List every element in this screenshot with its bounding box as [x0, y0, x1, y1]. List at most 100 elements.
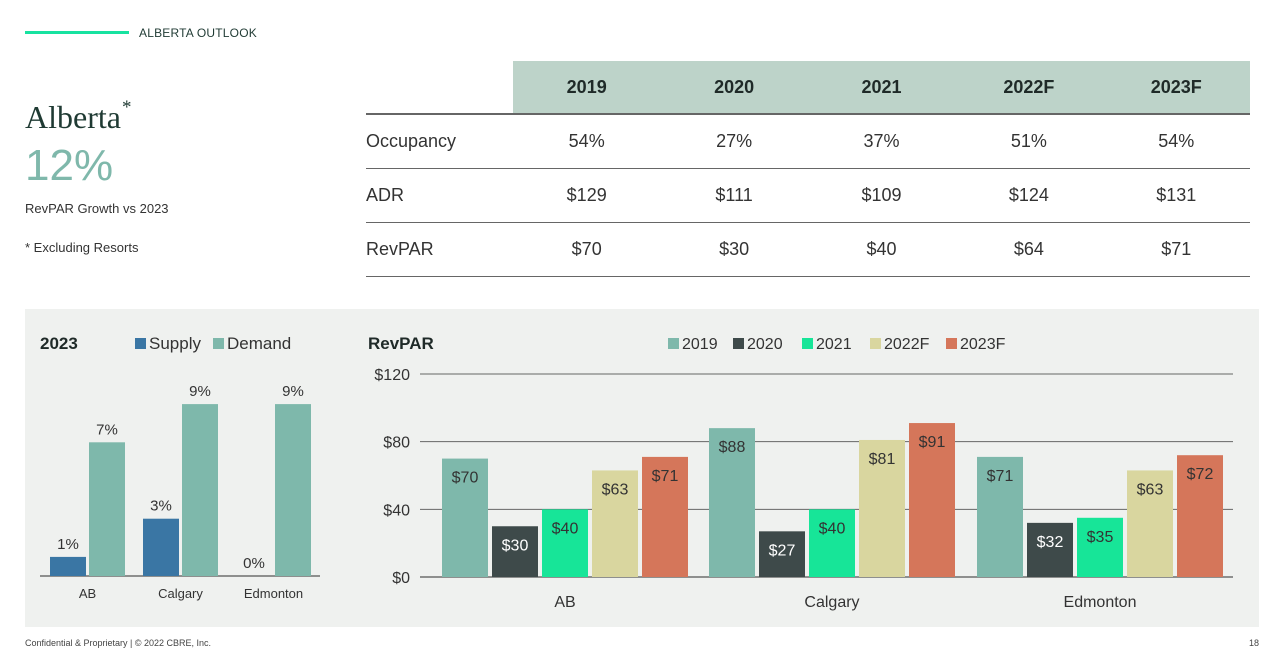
chart2-title: RevPAR — [368, 334, 434, 353]
chart2-data-label: $63 — [1137, 481, 1164, 498]
table-column-header: 2022F — [955, 61, 1103, 115]
table-row-label: RevPAR — [366, 222, 513, 277]
chart2-y-tick-label: $0 — [392, 570, 410, 587]
chart2-data-label: $40 — [552, 520, 579, 537]
chart2-data-label: $91 — [919, 434, 946, 451]
hero-value: 12% — [25, 141, 114, 190]
chart2-legend-label: 2021 — [816, 336, 852, 353]
chart1-category-label: Edmonton — [244, 586, 303, 601]
section-accent-line — [25, 31, 129, 34]
chart2-data-label: $32 — [1037, 534, 1064, 551]
table-cell: $129 — [513, 168, 661, 223]
chart1-category-label: AB — [79, 586, 96, 601]
chart2-bar — [909, 423, 955, 577]
chart2-data-label: $35 — [1087, 529, 1114, 546]
table-header-row: 2019 2020 2021 2022F 2023F — [366, 61, 1250, 115]
chart2-bar — [977, 456, 1023, 577]
chart2-data-label: $30 — [502, 537, 529, 554]
chart2-y-tick-label: $120 — [374, 367, 410, 384]
table-cell: $30 — [660, 222, 808, 277]
footer-confidential: Confidential & Proprietary | © 2022 CBRE… — [25, 638, 212, 648]
hero-title-text: Alberta — [25, 99, 121, 135]
chart2-legend-label: 2020 — [747, 336, 783, 353]
table-cell: 51% — [955, 114, 1103, 169]
chart2-data-label: $71 — [987, 468, 1014, 485]
chart2-y-tick-label: $40 — [383, 502, 410, 519]
chart2-bar — [709, 428, 755, 577]
chart2-bar — [642, 456, 688, 577]
table-column-header: 2021 — [807, 61, 956, 115]
table-column-header: 2019 — [513, 61, 661, 115]
table-cell: 37% — [807, 114, 956, 169]
chart2-data-label: $63 — [602, 481, 629, 498]
chart2-data-label: $27 — [769, 542, 796, 559]
chart2-data-label: $40 — [819, 520, 846, 537]
chart2-legend-label: 2019 — [682, 336, 718, 353]
chart1-legend-label: Demand — [227, 334, 291, 353]
table-row-label: ADR — [366, 168, 513, 223]
chart1-title: 2023 — [40, 334, 78, 353]
hero-title-mark: * — [121, 97, 132, 118]
chart2-data-label: $88 — [719, 439, 746, 456]
chart2-legend-swatch — [802, 338, 813, 349]
chart2-legend-swatch — [946, 338, 957, 349]
chart1-bar — [275, 404, 311, 576]
chart2-bar — [1177, 455, 1223, 577]
chart2-bar — [1077, 517, 1123, 577]
table-row-label: Occupancy — [366, 114, 513, 169]
section-label: ALBERTA OUTLOOK — [139, 26, 257, 40]
page-number: 18 — [1249, 638, 1260, 648]
chart2-bar — [592, 470, 638, 577]
chart1-bar — [89, 442, 125, 576]
table-corner-cell — [366, 61, 513, 115]
chart2-bar — [859, 439, 905, 577]
chart2-legend-swatch — [668, 338, 679, 349]
table-cell: $71 — [1102, 222, 1250, 277]
chart2-bar — [809, 509, 855, 577]
chart1-data-label: 9% — [282, 383, 304, 400]
chart2-bar — [442, 458, 488, 577]
table-cell: $131 — [1102, 168, 1250, 223]
table-column-header: 2020 — [660, 61, 808, 115]
chart2-bar — [1027, 522, 1073, 577]
hero-caption: RevPAR Growth vs 2023 — [25, 201, 169, 216]
table-cell: $70 — [513, 222, 661, 277]
chart2-data-label: $70 — [452, 470, 479, 487]
chart2-data-label: $81 — [869, 451, 896, 468]
table-cell: $111 — [660, 168, 808, 223]
chart2-legend-swatch — [733, 338, 744, 349]
table-cell: 27% — [660, 114, 808, 169]
chart2-data-label: $72 — [1187, 466, 1214, 483]
table-cell: 54% — [513, 114, 661, 169]
chart2-category-label: AB — [554, 594, 575, 611]
table-cell: 54% — [1102, 114, 1250, 169]
chart1-data-label: 1% — [57, 536, 79, 553]
hero-title: Alberta* — [25, 97, 132, 136]
table-row: ADR $129 $111 $109 $124 $131 — [366, 168, 1250, 223]
chart2-category-label: Edmonton — [1064, 594, 1137, 611]
chart2-legend-label: 2022F — [884, 336, 930, 353]
chart2-bar — [542, 509, 588, 577]
chart2-legend-label: 2023F — [960, 336, 1006, 353]
kpi-table: 2019 2020 2021 2022F 2023F Occupancy 54%… — [366, 61, 1250, 277]
chart2-legend-swatch — [870, 338, 881, 349]
table-cell: $124 — [955, 168, 1103, 223]
table-cell: $40 — [807, 222, 956, 277]
chart2-bar — [759, 531, 805, 577]
table-row: Occupancy 54% 27% 37% 51% 54% — [366, 114, 1250, 169]
chart1-legend-label: Supply — [149, 334, 201, 353]
table-cell: $109 — [807, 168, 956, 223]
chart1-legend-swatch — [213, 338, 224, 349]
chart1-bar — [182, 404, 218, 576]
chart2-data-label: $71 — [652, 468, 679, 485]
chart1-data-label: 3% — [150, 498, 172, 515]
chart2-bar — [1127, 470, 1173, 577]
chart1-legend-swatch — [135, 338, 146, 349]
table-row: RevPAR $70 $30 $40 $64 $71 — [366, 222, 1250, 277]
chart1-data-label: 9% — [189, 383, 211, 400]
chart1-bar — [143, 518, 179, 576]
chart1-category-label: Calgary — [158, 586, 203, 601]
chart1-bar — [50, 556, 86, 576]
hero-footnote: * Excluding Resorts — [25, 240, 139, 255]
table-cell: $64 — [955, 222, 1103, 277]
